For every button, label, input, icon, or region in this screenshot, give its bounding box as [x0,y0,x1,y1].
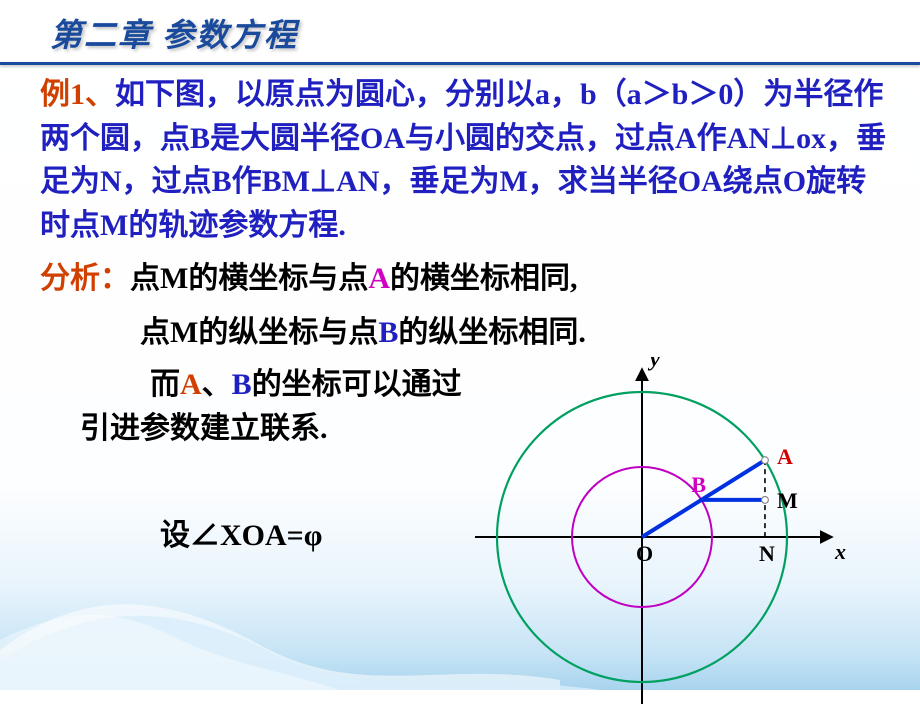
analysis-line-2: 点M的纵坐标与点B的纵坐标相同. [140,307,890,351]
svg-text:x: x [834,539,846,564]
svg-text:O: O [636,541,653,566]
angle-assumption: 设∠XOA=φ [160,510,462,554]
t: 的纵坐标相同. [398,316,586,349]
analysis-text-1: 点M的横坐标与点A的横坐标相同, [130,253,578,297]
t: 、 [202,368,232,401]
diagram-svg: y x O A B M N [462,357,862,717]
chapter-title: 第二章 参数方程 [0,0,920,62]
t: 点M的横坐标与点 [130,262,368,295]
hl-B: B [232,368,252,401]
svg-text:y: y [647,357,660,371]
analysis-line-1: 分析： 点M的横坐标与点A的横坐标相同, [40,253,890,297]
hl-A: A [368,262,390,295]
hl-A: A [180,368,202,401]
hl-B: B [378,316,398,349]
content-area: 例1、如下图，以原点为圆心，分别以a，b（a＞b＞0）为半径作两个圆，点B是大圆… [0,73,920,722]
analysis-label: 分析： [40,253,130,297]
problem-statement: 例1、如下图，以原点为圆心，分别以a，b（a＞b＞0）为半径作两个圆，点B是大圆… [40,73,890,247]
svg-text:M: M [777,488,798,513]
analysis-line-3: 而A、B的坐标可以通过 引进参数建立联系. [120,363,462,450]
example-label: 例1、 [40,78,115,111]
analysis-line-3b: 引进参数建立联系. [80,407,328,451]
diagram: y x O A B M N [462,357,890,722]
svg-text:B: B [691,472,706,497]
svg-text:N: N [759,541,775,566]
lower-row: 而A、B的坐标可以通过 引进参数建立联系. 设∠XOA=φ yxOABMN [40,357,890,722]
svg-text:A: A [777,444,793,469]
title-underline [0,62,920,65]
problem-text: 如下图，以原点为圆心，分别以a，b（a＞b＞0）为半径作两个圆，点B是大圆半径O… [40,78,886,242]
t: 的坐标可以通过 [252,368,462,401]
t: 点M的纵坐标与点 [140,316,378,349]
left-text-column: 而A、B的坐标可以通过 引进参数建立联系. 设∠XOA=φ [40,357,462,722]
t: 而 [150,368,180,401]
t: 的横坐标相同, [390,262,578,295]
